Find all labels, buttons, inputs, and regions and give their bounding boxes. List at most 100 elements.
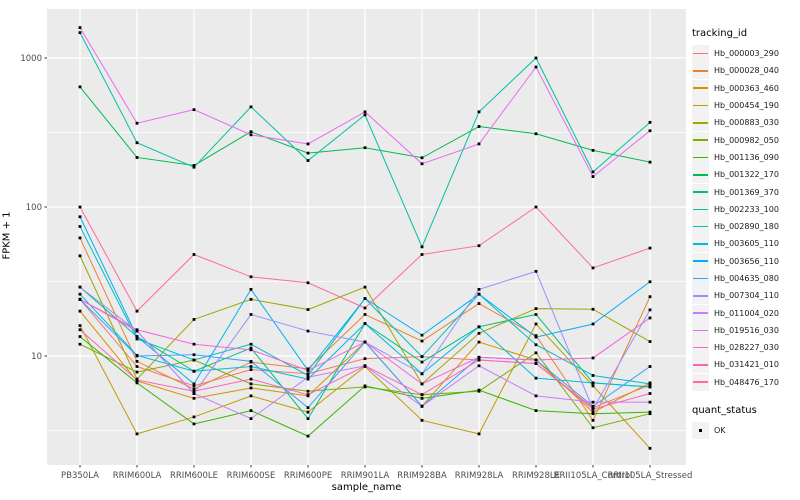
data-point [420,372,424,376]
data-point [477,125,481,128]
legend-item-label: Hb_001369_370 [714,187,779,197]
data-point [534,65,538,69]
data-point [78,205,82,209]
data-point [534,343,538,347]
data-point [192,392,196,395]
data-point [306,329,310,333]
data-point [306,367,310,371]
data-point [591,374,595,377]
legend-line-swatch-icon [693,277,708,280]
legend-key [692,166,709,184]
legend-item: Hb_002233_100 [692,200,798,218]
data-point [249,133,253,137]
legend-key [692,114,709,132]
legend-item: Hb_004635_080 [692,270,798,287]
legend-item: Hb_003656_110 [692,252,798,270]
data-point [192,369,196,373]
legend-item-label: Hb_019516_030 [714,325,779,335]
data-point [249,359,253,363]
legend-item: Hb_000028_040 [692,62,798,80]
legend-key [692,304,709,322]
data-point [648,308,652,312]
legend-line-swatch-icon [693,381,708,384]
legend-item-label: Hb_000003_290 [714,49,779,59]
data-point [306,417,310,421]
data-point [591,412,595,416]
data-point [477,331,481,335]
data-point [591,400,595,404]
data-point [648,246,652,250]
x-tick-label: RRIM928LE [512,471,560,481]
data-point [78,31,82,35]
data-point [363,357,367,361]
data-point [192,358,196,362]
data-point [477,110,481,114]
data-point [591,426,595,430]
data-point [192,342,196,346]
legend-item-label: Hb_002233_100 [714,204,779,214]
data-point [534,358,538,362]
legend-item: Hb_002890_180 [692,218,798,236]
y-tick-label: 10 [31,352,42,362]
data-point [135,381,139,385]
x-tick-label: PB350LA [61,471,99,481]
data-point [192,382,196,386]
data-point [477,325,481,329]
data-point [306,369,310,372]
legend-item: Hb_007304_110 [692,287,798,305]
legend-item-label: Hb_048476_170 [714,377,779,387]
data-point [420,360,424,364]
data-point [477,244,481,248]
data-point [135,359,139,363]
data-point [192,164,196,167]
legend-key [692,62,709,80]
legend-line-swatch-icon [693,122,708,124]
data-point [249,275,253,279]
data-point [192,389,196,393]
data-point [591,266,595,270]
data-point [306,375,310,379]
legend-line-swatch-icon [693,139,708,141]
data-point [420,404,424,408]
data-point [591,384,595,388]
data-point [135,378,139,382]
legend-item-label: Hb_011004_020 [714,308,779,318]
x-tick-label: RRIM901LA [341,471,390,481]
data-point [591,356,595,360]
data-point [78,328,82,332]
data-point [477,287,481,291]
data-point [591,170,595,174]
data-point [249,386,253,390]
data-point [591,404,595,408]
data-point [420,253,424,256]
data-point [192,387,196,391]
legend-key [692,97,709,115]
legend-key [692,270,709,287]
legend-item: Hb_000454_190 [692,97,798,115]
legend-item: Hb_000003_290 [692,45,798,63]
data-point [363,285,367,289]
data-point [306,393,310,397]
legend-key [692,252,709,270]
data-point [306,377,310,381]
legend-line-swatch-icon [693,329,708,332]
legend-item-label: Hb_003605_110 [714,239,779,249]
data-point [78,324,82,327]
data-point [648,316,652,320]
data-point [249,377,253,381]
data-point [477,432,481,436]
legend-item-label: Hb_001136_090 [714,152,779,162]
data-point [420,355,424,359]
data-point [420,382,424,386]
data-point [363,113,367,117]
data-point [534,376,538,380]
data-point [306,389,310,393]
data-point [249,342,253,346]
legend-key [692,422,709,440]
data-point [648,385,652,389]
data-point [78,292,82,296]
legend-item: Hb_001369_370 [692,183,798,201]
data-point [306,281,310,285]
data-point [534,56,538,60]
